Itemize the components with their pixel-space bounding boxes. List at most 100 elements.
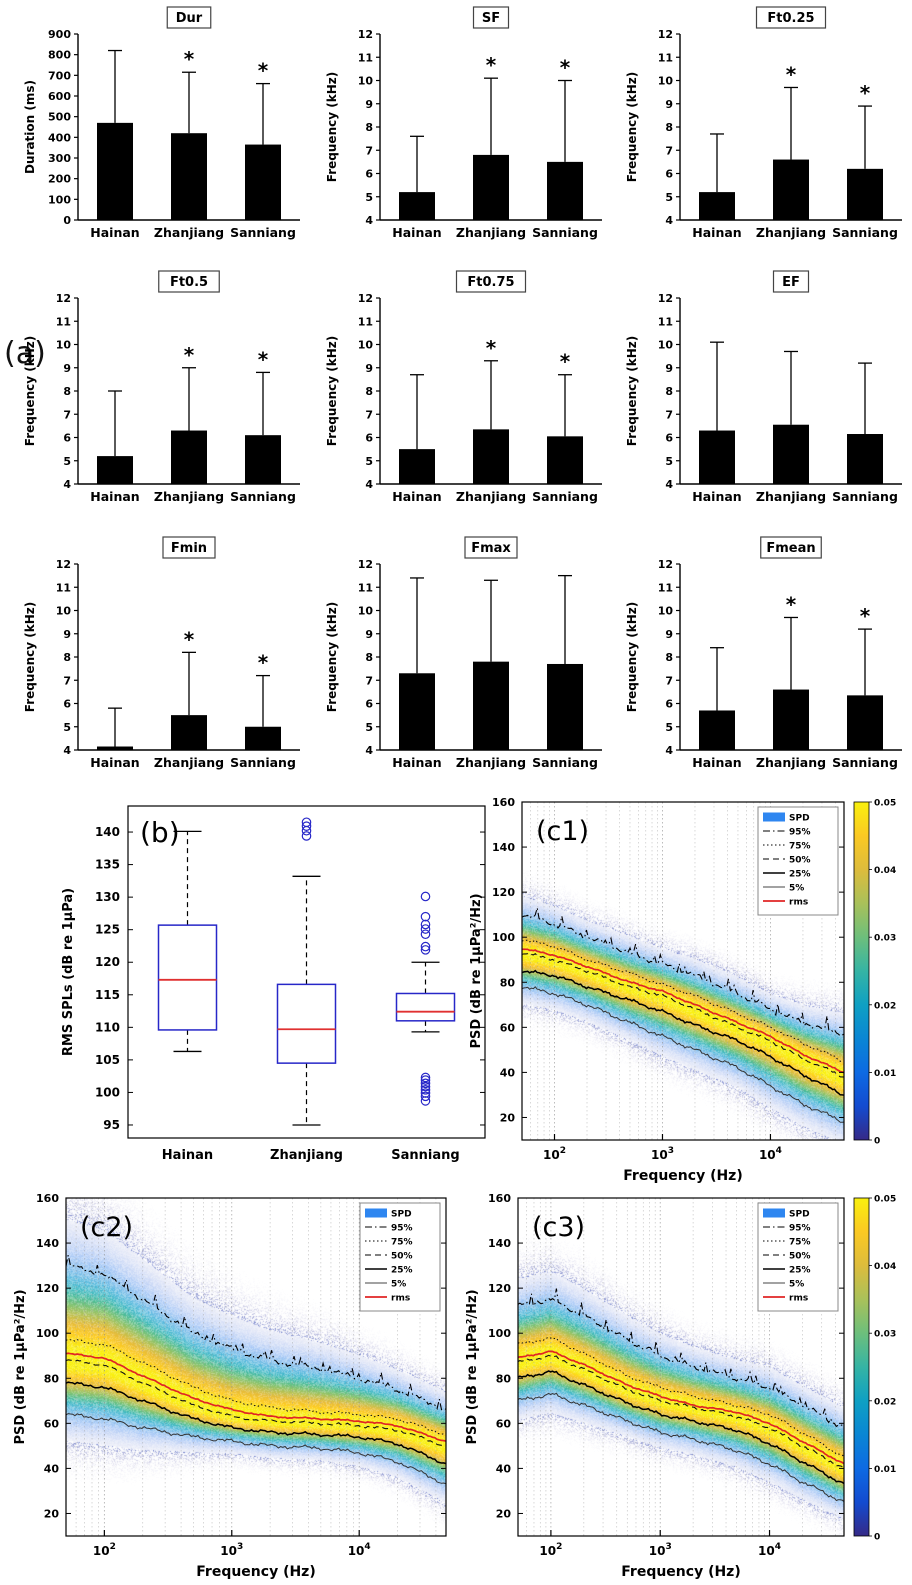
- svg-text:RMS SPLs (dB re 1μPa): RMS SPLs (dB re 1μPa): [61, 888, 76, 1056]
- svg-text:700: 700: [48, 69, 71, 82]
- bar-chart-svg-ft025: 4 5 6 7 8 9 10 11 12 Frequency (kHz) Ft0.25 Hainan *…: [625, 6, 902, 240]
- svg-text:PSD (dB re 1μPa²/Hz): PSD (dB re 1μPa²/Hz): [13, 1289, 28, 1444]
- bar-chart-fmin: 4 5 6 7 8 9 10 11 12 Frequency (kHz) Fmin Hainan * Zh…: [20, 534, 308, 790]
- svg-text:8: 8: [365, 385, 373, 398]
- svg-text:10: 10: [658, 339, 674, 352]
- bar-chart-svg-fmean: 4 5 6 7 8 9 10 11 12 Frequency (kHz) Fmean Hainan * Z…: [625, 536, 902, 770]
- svg-text:10: 10: [358, 339, 374, 352]
- svg-text:SF: SF: [482, 11, 500, 26]
- svg-text:5%: 5%: [789, 884, 804, 894]
- svg-text:140: 140: [492, 841, 515, 854]
- svg-text:95%: 95%: [789, 1224, 811, 1234]
- svg-text:5: 5: [665, 455, 673, 468]
- p5-line: [65, 1413, 447, 1485]
- svg-text:Sanniang: Sanniang: [832, 489, 898, 504]
- bar-chart-sf: 4 5 6 7 8 9 10 11 12 Frequency (kHz) SF Hainan * Zhan…: [322, 4, 610, 260]
- svg-text:Sanniang: Sanniang: [391, 1148, 459, 1163]
- svg-text:9: 9: [63, 362, 71, 375]
- svg-text:0: 0: [874, 1137, 880, 1147]
- svg-text:900: 900: [48, 28, 71, 41]
- svg-text:Hainan: Hainan: [162, 1148, 213, 1163]
- svg-text:25%: 25%: [391, 1266, 413, 1276]
- p95-line: [517, 1288, 845, 1428]
- svg-text:*: *: [486, 53, 497, 77]
- svg-text:4: 4: [365, 744, 373, 757]
- svg-text:4: 4: [63, 478, 71, 491]
- svg-text:Sanniang: Sanniang: [532, 225, 598, 240]
- svg-text:rms: rms: [789, 1294, 808, 1304]
- svg-text:103: 103: [651, 1146, 674, 1162]
- svg-text:*: *: [486, 336, 497, 360]
- box-hainan: [157, 924, 218, 1031]
- p50-line: [65, 1359, 447, 1447]
- bar-ft075-zhanjiang: [473, 429, 509, 484]
- bar-ft05-sanniang: [245, 435, 281, 484]
- svg-text:12: 12: [658, 292, 673, 305]
- chart-title-box: [760, 536, 822, 559]
- svg-text:75%: 75%: [391, 1238, 413, 1248]
- chart-title-box: [158, 270, 220, 293]
- bar-dur-zhanjiang: [171, 133, 207, 220]
- svg-text:75%: 75%: [789, 842, 811, 852]
- svg-text:Hainan: Hainan: [392, 755, 441, 770]
- svg-text:Zhanjiang: Zhanjiang: [456, 225, 526, 240]
- outlier-point: [420, 1081, 431, 1092]
- svg-text:7: 7: [63, 408, 71, 421]
- svg-text:125: 125: [95, 923, 120, 937]
- svg-text:0.03: 0.03: [874, 934, 896, 944]
- psd-legend-box: [757, 806, 839, 916]
- svg-text:Zhanjiang: Zhanjiang: [756, 489, 826, 504]
- bar-fmax-hainan: [399, 673, 435, 750]
- svg-text:Fmax: Fmax: [471, 541, 511, 556]
- svg-text:9: 9: [365, 628, 373, 641]
- svg-text:SPD: SPD: [391, 1210, 412, 1220]
- bar-chart-svg-ft05: 4 5 6 7 8 9 10 11 12 Frequency (kHz) Ft0.5 Hainan * Z…: [23, 270, 300, 504]
- svg-text:12: 12: [358, 292, 373, 305]
- svg-text:0.04: 0.04: [874, 866, 896, 876]
- bar-chart-svg-fmax: 4 5 6 7 8 9 10 11 12 Frequency (kHz) Fmax Hainan Zha…: [325, 536, 602, 770]
- svg-text:120: 120: [492, 886, 515, 899]
- svg-text:0: 0: [874, 1533, 880, 1543]
- svg-text:7: 7: [665, 674, 673, 687]
- bar-ft075-sanniang: [547, 436, 583, 484]
- svg-text:Hainan: Hainan: [692, 755, 741, 770]
- bar-fmean-hainan: [699, 710, 735, 750]
- svg-text:*: *: [786, 592, 797, 616]
- chart-title-box: [772, 270, 810, 293]
- p25-line: [521, 969, 845, 1096]
- psd-axes-svg-c1: 20 40 60 80 100 120 140 160 102 103 104 Frequency (…: [469, 796, 896, 1184]
- svg-text:50%: 50%: [789, 856, 811, 866]
- p75-line: [517, 1336, 845, 1457]
- svg-text:Ft0.75: Ft0.75: [467, 275, 514, 290]
- svg-text:100: 100: [95, 1085, 120, 1099]
- svg-text:100: 100: [36, 1327, 59, 1340]
- svg-text:104: 104: [758, 1542, 781, 1558]
- rms-line: [517, 1350, 845, 1465]
- svg-text:120: 120: [95, 955, 120, 969]
- svg-text:12: 12: [56, 558, 71, 571]
- svg-text:5: 5: [365, 191, 373, 204]
- svg-text:10: 10: [658, 75, 674, 88]
- svg-text:6: 6: [665, 168, 673, 181]
- svg-text:Sanniang: Sanniang: [832, 755, 898, 770]
- svg-text:Sanniang: Sanniang: [532, 489, 598, 504]
- svg-text:Frequency (kHz): Frequency (kHz): [23, 336, 37, 446]
- bar-ft075-hainan: [399, 449, 435, 484]
- svg-text:10: 10: [358, 75, 374, 88]
- psd-chart-c1: 20 40 60 80 100 120 140 160 102 103 104 Frequency (…: [466, 792, 910, 1188]
- outlier-point: [420, 945, 431, 955]
- outlier-point: [301, 831, 312, 841]
- svg-text:160: 160: [36, 1192, 59, 1205]
- outlier-point: [420, 1072, 431, 1083]
- svg-text:6: 6: [63, 698, 71, 711]
- svg-text:Ft0.25: Ft0.25: [767, 11, 814, 26]
- svg-text:(c1): (c1): [536, 816, 589, 847]
- outlier-point: [420, 1085, 431, 1095]
- svg-text:60: 60: [496, 1417, 512, 1430]
- svg-text:20: 20: [500, 1111, 516, 1124]
- colorbar: [853, 801, 870, 1141]
- svg-text:9: 9: [665, 628, 673, 641]
- psd-legend-box: [757, 1202, 839, 1312]
- outlier-point: [301, 821, 312, 831]
